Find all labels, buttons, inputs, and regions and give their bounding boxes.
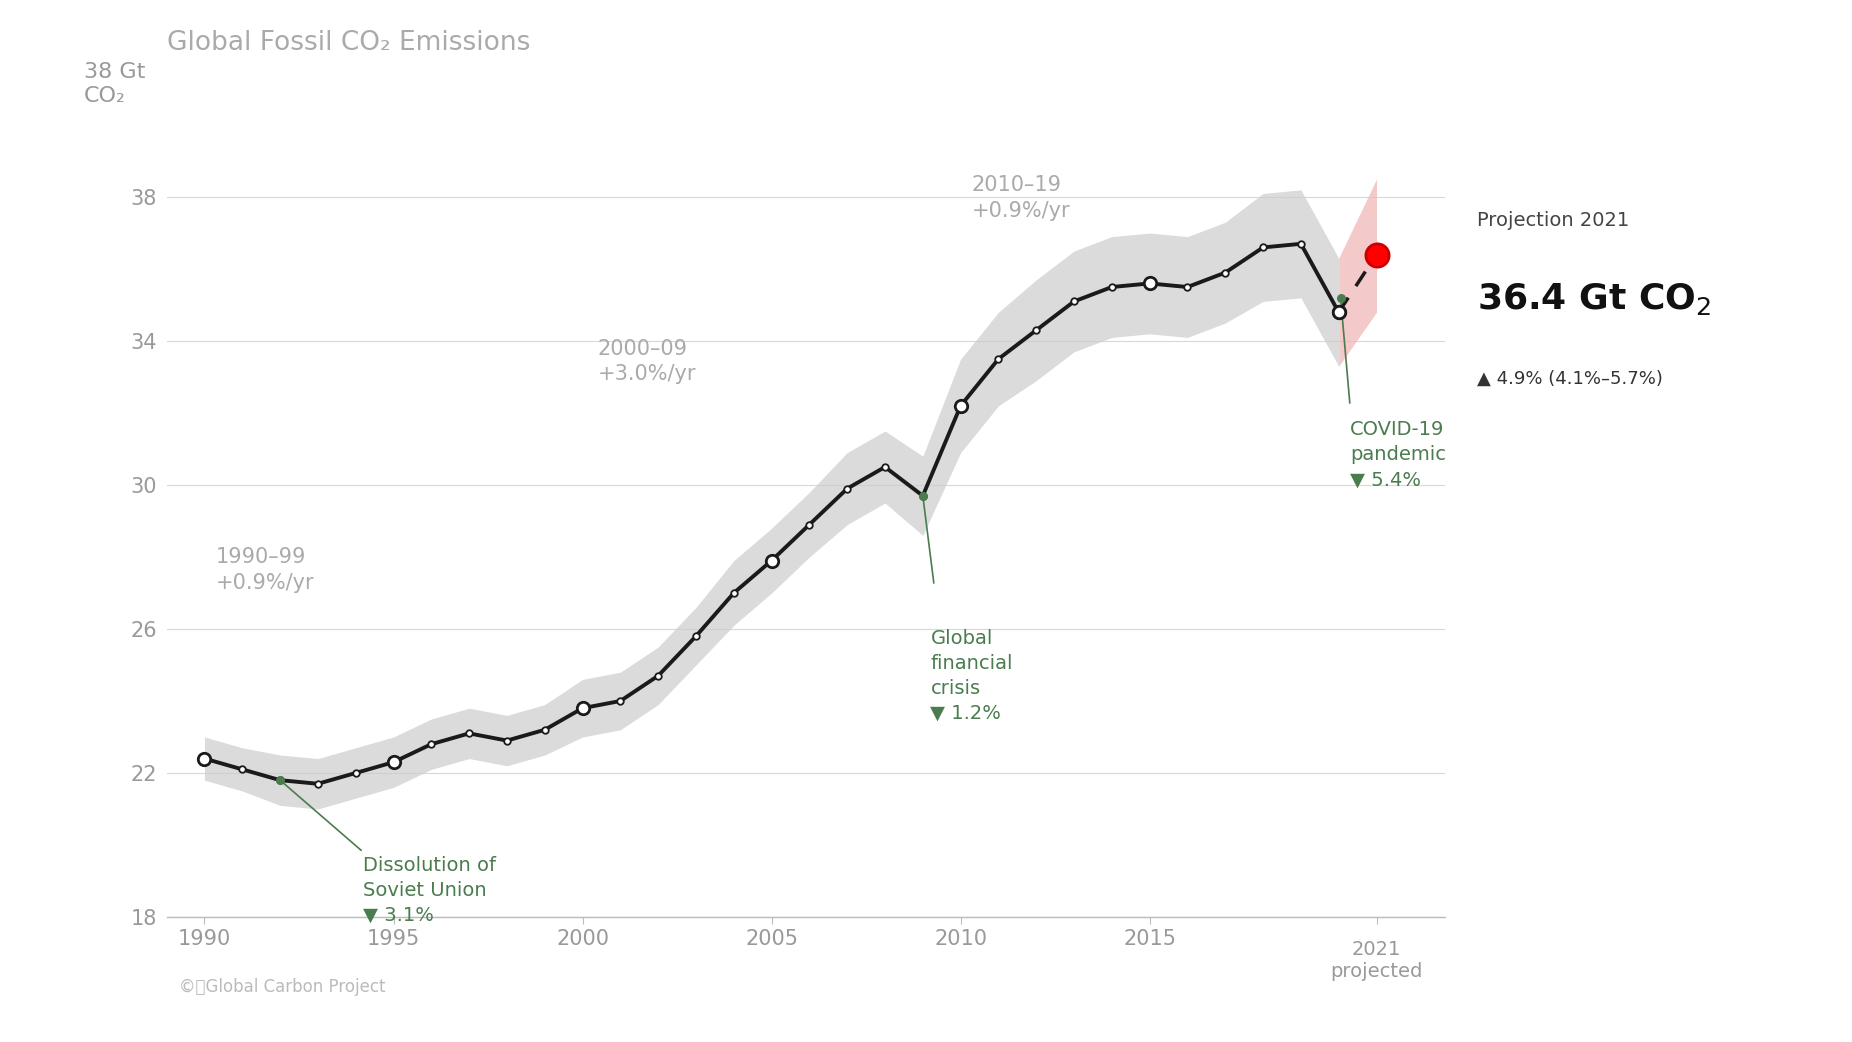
Point — [530, 721, 559, 738]
Point — [643, 668, 672, 685]
Point — [1324, 304, 1354, 321]
Point — [1135, 275, 1165, 292]
Point — [946, 397, 976, 414]
Point — [983, 351, 1013, 368]
Point — [1324, 304, 1354, 321]
Point — [719, 585, 748, 601]
Point — [1324, 304, 1354, 321]
Text: ▲ 4.9% (4.1%–5.7%): ▲ 4.9% (4.1%–5.7%) — [1476, 370, 1663, 388]
Text: 2000–09
+3.0%/yr: 2000–09 +3.0%/yr — [598, 339, 696, 384]
Point — [341, 765, 370, 782]
Text: 1990–99
+0.9%/yr: 1990–99 +0.9%/yr — [217, 547, 315, 593]
Point — [1135, 275, 1165, 292]
Point — [569, 700, 598, 717]
Point — [1248, 239, 1278, 255]
Point — [189, 750, 219, 767]
Point — [757, 552, 787, 569]
Point — [1361, 246, 1391, 263]
Point — [795, 516, 824, 532]
Point — [569, 700, 598, 717]
Point — [907, 488, 937, 504]
Text: Dissolution of
Soviet Union
▼ 3.1%: Dissolution of Soviet Union ▼ 3.1% — [363, 855, 496, 924]
Text: Global
financial
crisis
▼ 1.2%: Global financial crisis ▼ 1.2% — [930, 629, 1013, 723]
Point — [870, 458, 900, 475]
Text: COVID-19
pandemic
▼ 5.4%: COVID-19 pandemic ▼ 5.4% — [1350, 420, 1446, 489]
Point — [1172, 278, 1202, 295]
Text: ©ⓈGlobal Carbon Project: ©ⓈGlobal Carbon Project — [180, 978, 385, 996]
Point — [1211, 265, 1241, 281]
Point — [907, 488, 937, 504]
Point — [228, 761, 257, 777]
Text: Projection 2021: Projection 2021 — [1476, 210, 1628, 229]
Point — [832, 480, 861, 497]
Text: 2021
projected: 2021 projected — [1330, 940, 1422, 982]
Point — [265, 772, 294, 789]
Point — [1285, 235, 1315, 252]
Point — [454, 725, 483, 742]
Text: Global Fossil CO₂ Emissions: Global Fossil CO₂ Emissions — [167, 30, 530, 56]
Point — [606, 693, 635, 710]
Point — [1096, 278, 1126, 295]
Point — [189, 750, 219, 767]
Text: 38 Gt
CO₂: 38 Gt CO₂ — [83, 61, 144, 106]
Point — [378, 753, 407, 770]
Point — [1326, 290, 1356, 306]
Point — [265, 772, 294, 789]
Text: 2010–19
+0.9%/yr: 2010–19 +0.9%/yr — [972, 175, 1070, 221]
Point — [304, 775, 333, 792]
Point — [682, 628, 711, 645]
Point — [493, 733, 522, 749]
Point — [417, 736, 446, 752]
Point — [1022, 322, 1052, 339]
Point — [946, 397, 976, 414]
Point — [1059, 293, 1089, 309]
Point — [378, 753, 407, 770]
Point — [757, 552, 787, 569]
Text: 36.4 Gt CO$_2$: 36.4 Gt CO$_2$ — [1476, 281, 1711, 317]
